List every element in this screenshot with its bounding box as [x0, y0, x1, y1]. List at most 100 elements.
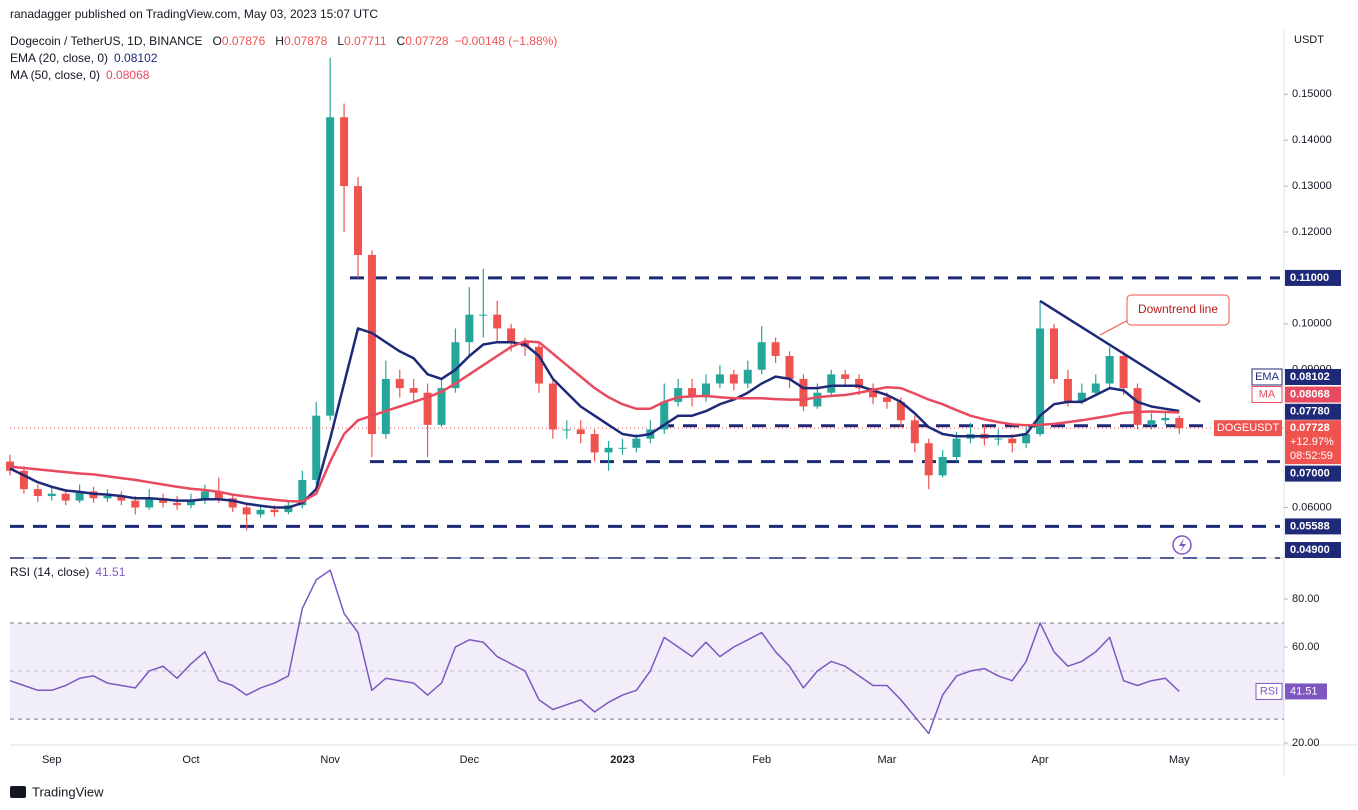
indicator-value: 0.08068 — [106, 68, 150, 82]
countdown: 08:52:59 — [1290, 450, 1333, 462]
candle-body — [6, 461, 14, 471]
annotation-box — [1126, 294, 1230, 326]
candle-body — [1063, 378, 1072, 402]
candle-body — [173, 502, 182, 506]
candle-body — [47, 493, 56, 497]
indicator-name: RSI (14, close) — [10, 565, 89, 579]
candle-body — [312, 415, 321, 480]
candle-body — [994, 438, 1003, 440]
candle-body — [1105, 355, 1114, 384]
candle-body — [465, 314, 474, 343]
candle-body — [590, 434, 599, 453]
candle-body — [479, 314, 488, 316]
candle-body — [228, 498, 237, 508]
candle-body — [688, 388, 697, 398]
candle-body — [562, 429, 571, 431]
x-tick-label: Apr — [1032, 754, 1049, 766]
x-tick-label: Oct — [182, 754, 199, 766]
ohlc-value: 0.07728 — [405, 34, 449, 48]
candle-body — [729, 374, 738, 384]
candle-body — [869, 388, 878, 398]
indicator-tag: MA — [1259, 388, 1276, 400]
candle-body — [437, 388, 446, 425]
level-label: 0.05588 — [1290, 520, 1330, 532]
rsi-band — [10, 623, 1284, 720]
ohlc-change: −0.00148 (−1.88%) — [455, 34, 558, 48]
candle-body — [1133, 388, 1142, 425]
candle-body — [743, 369, 752, 384]
indicator-legend: MA (50, close, 0) 0.08068 — [10, 68, 150, 82]
x-tick-label: Feb — [752, 754, 771, 766]
x-tick-label: Nov — [320, 754, 340, 766]
y-tick-label: 20.00 — [1292, 737, 1320, 749]
candle-body — [1161, 417, 1170, 421]
candle-body — [1022, 434, 1031, 444]
indicator-tag-box — [1251, 368, 1283, 386]
symbol-title: Dogecoin / TetherUS, 1D, BINANCE — [10, 34, 203, 48]
rsi-tag: RSI — [1260, 685, 1278, 697]
y-tick-label: 0.13000 — [1292, 180, 1332, 192]
candle-body — [61, 493, 70, 501]
level-label: 0.07780 — [1290, 406, 1330, 418]
last-price-label: 0.07728 — [1290, 422, 1330, 434]
level-label-box — [1285, 403, 1341, 420]
ohlc-value: 0.07878 — [284, 34, 328, 48]
candle-body — [1008, 438, 1017, 444]
candle-body — [117, 496, 126, 501]
candle-body — [103, 496, 112, 499]
candle-body — [33, 489, 42, 497]
candle-body — [813, 392, 822, 407]
candle-body — [214, 491, 223, 499]
candle-body — [493, 314, 502, 329]
candle-body — [660, 401, 669, 430]
candle-body — [298, 479, 307, 506]
candle-body — [618, 447, 627, 449]
candle-body — [423, 392, 432, 425]
y-tick-label: 0.15000 — [1292, 88, 1332, 100]
candle-body — [186, 500, 195, 506]
candle-body — [799, 378, 808, 407]
y-tick-label: 80.00 — [1292, 593, 1320, 605]
level-label-box — [1285, 542, 1341, 558]
y-tick-label: 0.10000 — [1292, 318, 1332, 330]
x-tick-label: Mar — [877, 754, 896, 766]
indicator-value: 0.08102 — [114, 51, 158, 65]
candle-body — [771, 342, 780, 356]
change-pct: +12.97% — [1290, 436, 1334, 448]
candle-body — [270, 509, 279, 513]
candle-body — [145, 498, 154, 508]
candle-body — [256, 509, 265, 515]
trendline — [1039, 299, 1201, 403]
level-label: 0.07000 — [1290, 467, 1330, 479]
x-tick-label: Dec — [460, 754, 480, 766]
indicator-line — [9, 327, 1180, 509]
candle-body — [938, 456, 947, 476]
candle-body — [1077, 392, 1086, 402]
legend-title: Dogecoin / TetherUS, 1D, BINANCE O0.07876… — [10, 34, 557, 48]
level-label-box — [1285, 465, 1341, 482]
candle-body — [855, 378, 864, 389]
rsi-line — [9, 569, 1180, 735]
candle-body — [395, 378, 404, 389]
candle-body — [1036, 328, 1045, 435]
indicator-legend: EMA (20, close, 0) 0.08102 — [10, 51, 158, 65]
candle-body — [1175, 417, 1184, 429]
symbol-tag-box — [1214, 420, 1282, 437]
ohlc-key: L — [337, 34, 344, 48]
candle-body — [548, 383, 557, 430]
candle-body — [715, 374, 724, 384]
candle-body — [354, 186, 362, 255]
rsi-value-box — [1285, 683, 1327, 700]
candle-body — [785, 355, 794, 379]
indicator-name: EMA (20, close, 0) — [10, 51, 108, 65]
indicator-value-box — [1285, 386, 1341, 403]
candle-body — [242, 507, 251, 515]
level-label: 0.04900 — [1290, 544, 1330, 556]
rsi-legend: RSI (14, close) 41.51 — [10, 565, 126, 579]
x-tick-label: 2023 — [610, 754, 634, 766]
ohlc-key: O — [213, 34, 222, 48]
candle-body — [1091, 383, 1100, 393]
level-label-box — [1285, 269, 1341, 286]
last-price-box — [1285, 420, 1341, 465]
